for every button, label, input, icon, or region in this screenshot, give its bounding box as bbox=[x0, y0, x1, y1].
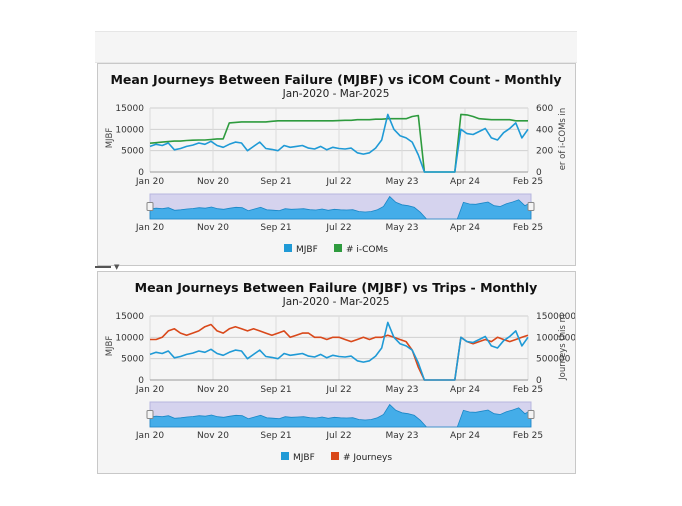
chart-title: Mean Journeys Between Failure (MJBF) vs … bbox=[110, 72, 561, 87]
x-tick-label: Apr 24 bbox=[450, 177, 480, 187]
x-tick-label: Jul 22 bbox=[325, 385, 351, 395]
navigator-tick-label: May 23 bbox=[386, 223, 419, 233]
chart-subtitle: Jan-2020 - Mar-2025 bbox=[282, 296, 390, 308]
y-left-tick-label: 0 bbox=[138, 168, 144, 178]
navigator-tick-label: Jan 20 bbox=[135, 223, 164, 233]
navigator-tick-label: Sep 21 bbox=[260, 223, 291, 233]
x-tick-label: Jan 20 bbox=[135, 177, 164, 187]
toolbar-strip bbox=[95, 31, 577, 63]
x-tick-label: May 23 bbox=[386, 385, 419, 395]
navigator-handle-left[interactable] bbox=[146, 202, 154, 211]
chart-subtitle: Jan-2020 - Mar-2025 bbox=[282, 88, 390, 100]
legend-label: # Journeys bbox=[343, 453, 392, 463]
chart-panel-journeys: Mean Journeys Between Failure (MJBF) vs … bbox=[97, 271, 576, 474]
legend-swatch bbox=[281, 452, 289, 460]
x-tick-label: Nov 20 bbox=[197, 385, 229, 395]
legend-swatch bbox=[334, 244, 342, 252]
navigator-tick-label: Jul 22 bbox=[325, 223, 351, 233]
y-left-tick-label: 15000 bbox=[115, 104, 144, 114]
x-tick-label: Jul 22 bbox=[325, 177, 351, 187]
y-left-tick-label: 10000 bbox=[115, 333, 144, 343]
navigator[interactable]: Jan 20 Nov 20 Sep 21 Jul 22 May 23 Apr 24 Feb … bbox=[135, 401, 543, 441]
y-right-tick-label: 600 bbox=[536, 104, 553, 114]
x-tick-label: Jan 20 bbox=[135, 385, 164, 395]
chart-journeys-svg: Mean Journeys Between Failure (MJBF) vs … bbox=[105, 280, 575, 463]
series-line-mjbf[interactable] bbox=[149, 321, 529, 381]
legend-label: MJBF bbox=[296, 245, 318, 255]
x-tick-label: Nov 20 bbox=[197, 177, 229, 187]
navigator-handle-right[interactable] bbox=[527, 410, 535, 419]
navigator-series-area bbox=[149, 403, 532, 428]
y-right-axis-label: Journeys this m bbox=[558, 314, 568, 381]
navigator-handle-right[interactable] bbox=[527, 202, 535, 211]
y-right-tick-label: 200 bbox=[536, 147, 553, 157]
plot-area: 0 5000 10000 15000 0 200 400 600 Jan 20 Nov 20 Sep… bbox=[115, 104, 553, 233]
navigator-tick-label: Feb 25 bbox=[513, 431, 543, 441]
x-tick-label: Sep 21 bbox=[260, 177, 291, 187]
legend-item[interactable]: # i-COMs bbox=[334, 244, 388, 255]
legend-label: MJBF bbox=[293, 453, 315, 463]
y-right-tick-label: 1500000 bbox=[536, 312, 575, 322]
navigator-tick-label: Jul 22 bbox=[325, 431, 351, 441]
chart-panel-icom: Mean Journeys Between Failure (MJBF) vs … bbox=[97, 63, 576, 266]
legend-item[interactable]: MJBF bbox=[281, 452, 315, 463]
y-right-axis-label: er of i-COMs in bbox=[558, 108, 568, 171]
legend-swatch bbox=[284, 244, 292, 252]
y-right-tick-label: 0 bbox=[536, 376, 542, 386]
series-line-icom[interactable] bbox=[149, 113, 528, 173]
x-tick-label: Feb 25 bbox=[513, 385, 543, 395]
navigator-tick-label: Jan 20 bbox=[135, 431, 164, 441]
navigator-tick-label: Apr 24 bbox=[450, 431, 480, 441]
y-left-tick-label: 15000 bbox=[115, 312, 144, 322]
y-left-tick-label: 10000 bbox=[115, 125, 144, 135]
x-tick-label: May 23 bbox=[386, 177, 419, 187]
legend-swatch bbox=[331, 452, 339, 460]
navigator-handle-left[interactable] bbox=[146, 410, 154, 419]
x-tick-label: Feb 25 bbox=[513, 177, 543, 187]
chart-icom-svg: Mean Journeys Between Failure (MJBF) vs … bbox=[105, 72, 568, 255]
navigator-tick-label: Nov 20 bbox=[197, 223, 229, 233]
navigator-tick-label: Nov 20 bbox=[197, 431, 229, 441]
series-line-mjbf[interactable] bbox=[149, 113, 529, 173]
navigator-tick-label: Sep 21 bbox=[260, 431, 291, 441]
navigator[interactable]: Jan 20 Nov 20 Sep 21 Jul 22 May 23 Apr 24 Feb … bbox=[135, 193, 543, 233]
y-right-tick-label: 500000 bbox=[536, 355, 571, 365]
y-right-tick-label: 1000000 bbox=[536, 333, 575, 343]
navigator-tick-label: May 23 bbox=[386, 431, 419, 441]
panel-splitter-handle[interactable] bbox=[95, 266, 111, 268]
plot-area: 0 5000 10000 15000 0 500000 1000000 1500000 Jan … bbox=[115, 312, 575, 441]
legend: MJBF # i-COMs bbox=[284, 244, 388, 255]
navigator-tick-label: Feb 25 bbox=[513, 223, 543, 233]
legend-label: # i-COMs bbox=[346, 245, 388, 255]
x-tick-label: Sep 21 bbox=[260, 385, 291, 395]
y-left-axis-label: MJBF bbox=[105, 336, 115, 357]
navigator-series-area bbox=[149, 195, 532, 220]
chart-title: Mean Journeys Between Failure (MJBF) vs … bbox=[135, 280, 538, 295]
legend-item[interactable]: # Journeys bbox=[331, 452, 392, 463]
y-right-tick-label: 400 bbox=[536, 125, 553, 135]
y-left-tick-label: 5000 bbox=[121, 355, 144, 365]
y-left-axis-label: MJBF bbox=[105, 128, 115, 149]
y-left-tick-label: 5000 bbox=[121, 147, 144, 157]
x-tick-label: Apr 24 bbox=[450, 385, 480, 395]
y-left-tick-label: 0 bbox=[138, 376, 144, 386]
chevron-down-icon[interactable]: ▼ bbox=[114, 263, 120, 271]
legend: MJBF # Journeys bbox=[281, 452, 392, 463]
navigator-tick-label: Apr 24 bbox=[450, 223, 480, 233]
legend-item[interactable]: MJBF bbox=[284, 244, 318, 255]
y-right-tick-label: 0 bbox=[536, 168, 542, 178]
